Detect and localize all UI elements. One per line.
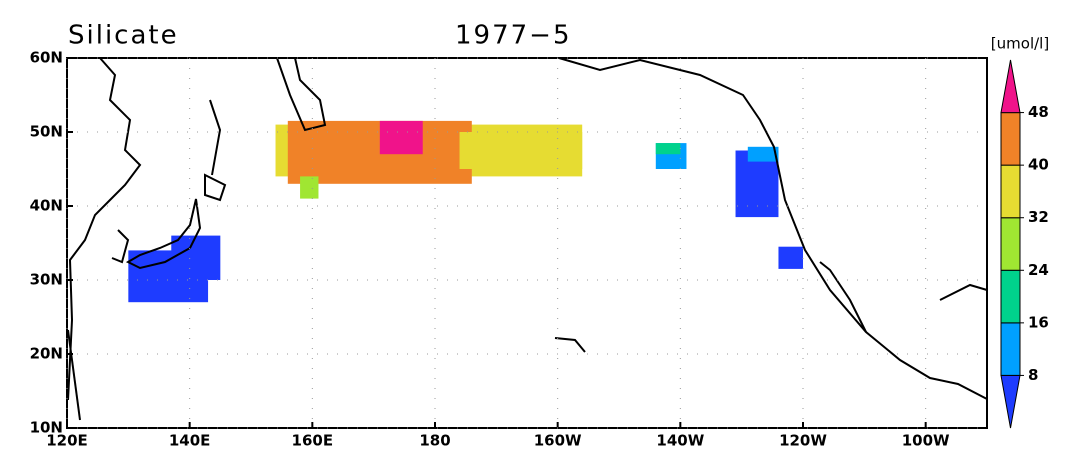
y-tick-label: 40N <box>30 197 63 215</box>
coastlines <box>67 57 988 421</box>
x-tick-label: 180 <box>419 432 450 450</box>
data-patch <box>171 235 221 280</box>
data-patch <box>778 246 803 269</box>
colorbar-label: 40 <box>1028 156 1049 174</box>
y-tick-label: 30N <box>30 271 63 289</box>
x-tick-label: 100W <box>902 432 950 450</box>
y-tick-label: 50N <box>30 123 63 141</box>
y-tick-label: 20N <box>30 345 63 363</box>
title: Silicate <box>68 21 179 51</box>
colorbar-swatch <box>1000 269 1021 324</box>
x-tick-label: 140E <box>169 432 211 450</box>
colorbar-swatch <box>1000 164 1021 219</box>
x-tick-label: 120E <box>46 432 88 450</box>
x-tick-label: 140W <box>656 432 704 450</box>
data-patch <box>300 176 319 199</box>
data-patch <box>655 143 681 155</box>
colorbar-label: 32 <box>1028 208 1049 226</box>
colorbar-swatch <box>1000 322 1021 376</box>
colorbar-label: 16 <box>1028 313 1049 331</box>
unit-label: [umol/l] <box>991 35 1049 53</box>
y-tick-label: 60N <box>30 49 63 67</box>
subtitle: 1977−5 <box>455 21 572 51</box>
x-tick-label: 160W <box>534 432 582 450</box>
colorbar-label: 48 <box>1028 103 1049 121</box>
data-patch <box>747 146 779 162</box>
y-tick-label: 10N <box>30 419 63 437</box>
colorbar-swatch <box>1000 217 1021 271</box>
colorbar-swatch <box>1000 112 1021 166</box>
data-patch <box>459 132 583 169</box>
x-tick-label: 120W <box>779 432 827 450</box>
colorbar-label: 24 <box>1028 261 1049 279</box>
x-tick-label: 160E <box>292 432 334 450</box>
colorbar-label: 8 <box>1028 366 1038 384</box>
data-patch <box>379 120 423 155</box>
colorbar-swatch <box>1000 59 1021 114</box>
colorbar-swatch <box>1000 374 1021 429</box>
